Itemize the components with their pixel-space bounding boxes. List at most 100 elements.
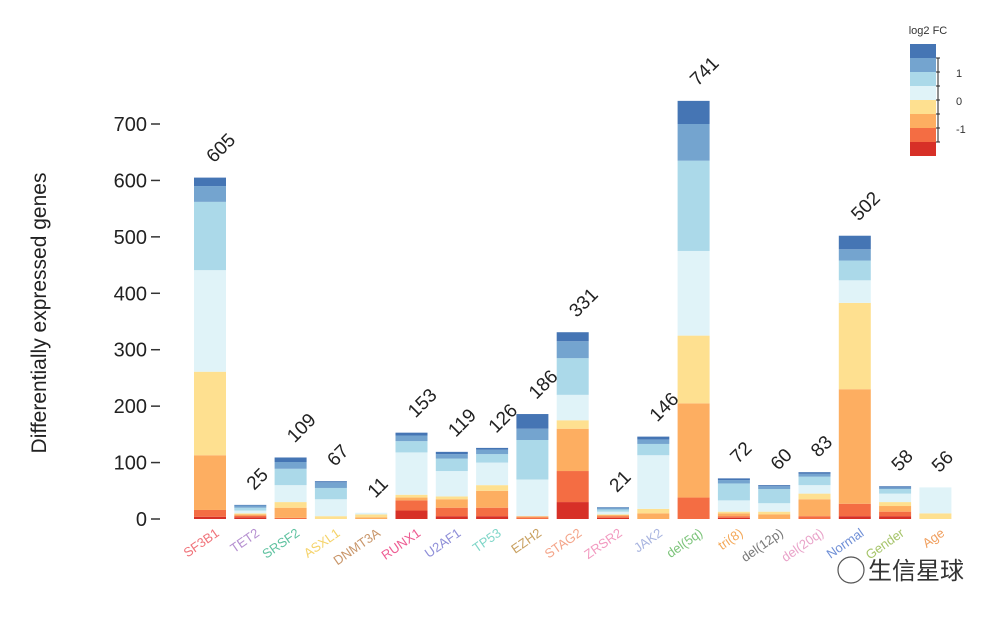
bar-segment-SRSF2-3 — [274, 502, 307, 508]
x-tick-label: JAK2 — [631, 525, 665, 555]
bar-segment-TP53-3 — [476, 485, 509, 491]
bar-segment-ZRSR2-7 — [597, 507, 629, 508]
x-tick-label: Normal — [824, 525, 867, 561]
x-tick-label: Age — [920, 525, 948, 551]
bar-segment-del(12p)-5 — [758, 489, 791, 504]
bar-segment-STAG2-7 — [556, 332, 589, 342]
bar-segment-TP53-0 — [476, 516, 509, 519]
x-tick-label: tri(8) — [715, 525, 745, 553]
bar-segment-Gender-2 — [879, 506, 912, 512]
bar-segment-Gender-1 — [879, 511, 912, 517]
bar-segment-U2AF1-0 — [435, 516, 468, 519]
bar-segment-del(5q)-6 — [677, 124, 710, 161]
bar-segment-ASXL1-4 — [314, 499, 347, 517]
bar-segment-STAG2-2 — [556, 428, 589, 472]
legend-color-swatch — [910, 86, 936, 100]
y-tick-label: 100 — [114, 453, 147, 475]
bar-segment-EZH2-7 — [516, 414, 549, 429]
y-tick-label: 400 — [114, 283, 147, 305]
bar-segment-del(20q)-1 — [798, 516, 831, 519]
legend-color-swatch — [910, 44, 936, 58]
y-tick-label: 700 — [114, 114, 147, 136]
bar-segment-Normal-6 — [838, 249, 871, 261]
bar-segment-Normal-1 — [838, 503, 871, 517]
bar-segment-Gender-3 — [879, 502, 912, 507]
bar-segment-del(5q)-4 — [677, 250, 710, 336]
y-axis-label: Differentially expressed genes — [28, 173, 51, 454]
bar-segment-del(20q)-7 — [798, 472, 831, 474]
total-label: 60 — [767, 445, 797, 475]
total-label: 741 — [686, 53, 723, 90]
bar-segment-SRSF2-1 — [274, 517, 307, 519]
bar-segment-EZH2-2 — [516, 516, 549, 518]
bar-segment-DNMT3A-4 — [355, 512, 388, 515]
bar-segment-TET2-1 — [234, 515, 267, 518]
bar-segment-ZRSR2-2 — [597, 515, 629, 517]
legend-color-swatch — [910, 58, 936, 72]
bar-segment-SF3B1-5 — [194, 201, 226, 271]
watermark-text: 生信星球 — [868, 558, 964, 585]
bar-segment-Normal-5 — [838, 260, 871, 281]
bar-segment-STAG2-1 — [556, 471, 589, 503]
bar-segment-DNMT3A-2 — [355, 517, 388, 519]
bar-segment-RUNX1-4 — [395, 452, 428, 495]
legend: log2 FC 1 0 -1 — [909, 25, 966, 156]
x-tick-label: del(12p) — [738, 525, 786, 565]
bar-segment-ASXL1-7 — [314, 481, 347, 483]
bar-segment-tri(8)-0 — [717, 517, 750, 519]
bar-segment-tri(8)-4 — [717, 500, 750, 512]
total-label: 25 — [243, 465, 273, 495]
bar-segment-TP53-7 — [476, 447, 509, 450]
bar-segment-tri(8)-7 — [717, 478, 750, 481]
bar-segment-Normal-3 — [838, 302, 871, 390]
legend-tick-label: 1 — [956, 68, 962, 80]
bar-segment-del(12p)-3 — [758, 511, 791, 515]
y-tick-label: 600 — [114, 170, 147, 192]
bar-segment-tri(8)-5 — [717, 483, 750, 501]
bar-segment-del(20q)-4 — [798, 485, 831, 494]
bar-segment-TP53-5 — [476, 454, 509, 463]
bar-segment-tri(8)-3 — [717, 511, 750, 514]
bar-segment-SF3B1-6 — [194, 186, 226, 202]
bar-segment-tri(8)-6 — [717, 480, 750, 484]
total-label: 58 — [888, 446, 918, 476]
x-tick-label: SRSF2 — [259, 525, 302, 561]
x-tick-label: EZH2 — [508, 525, 544, 556]
bar-segment-SF3B1-2 — [194, 455, 226, 510]
bar-segment-del(5q)-7 — [677, 100, 710, 124]
bar-segment-EZH2-5 — [516, 440, 549, 480]
bar-segment-U2AF1-4 — [435, 471, 468, 497]
x-tick-label: TP53 — [470, 525, 504, 555]
bar-segment-del(5q)-3 — [677, 335, 710, 404]
bar-segment-del(12p)-6 — [758, 486, 791, 490]
wechat-icon — [837, 556, 865, 584]
bar-segment-STAG2-0 — [556, 502, 589, 519]
bar-segment-del(20q)-2 — [798, 499, 831, 517]
bar-segment-SF3B1-4 — [194, 270, 226, 372]
bar-segment-Normal-2 — [838, 389, 871, 504]
x-tick-label: RUNX1 — [379, 525, 424, 563]
x-tick-label: del(5q) — [664, 525, 706, 560]
bar-segment-SRSF2-6 — [274, 462, 307, 469]
bar-segment-JAK2-7 — [637, 436, 670, 440]
legend-tick-label: 0 — [956, 96, 962, 108]
bar-segment-U2AF1-5 — [435, 458, 468, 472]
legend-color-swatch — [910, 128, 936, 142]
bar-segment-ZRSR2-3 — [597, 514, 629, 516]
bar-segment-ZRSR2-4 — [597, 511, 629, 515]
bar-segment-SRSF2-5 — [274, 468, 307, 486]
bar-segment-Gender-6 — [879, 487, 912, 490]
bar-segment-RUNX1-3 — [395, 494, 428, 498]
x-tick-label: TET2 — [227, 525, 262, 556]
bar-segment-SRSF2-7 — [274, 457, 307, 463]
bar-segment-Gender-5 — [879, 489, 912, 494]
bars — [194, 100, 952, 519]
total-label: 67 — [324, 441, 354, 471]
x-tick-label: U2AF1 — [422, 525, 464, 560]
bar-segment-Normal-0 — [838, 516, 871, 519]
bar-segment-RUNX1-7 — [395, 432, 428, 436]
bar-segment-TP53-2 — [476, 490, 509, 508]
bar-segment-EZH2-1 — [516, 517, 549, 519]
bar-segment-del(5q)-5 — [677, 160, 710, 251]
bar-segment-SRSF2-4 — [274, 485, 307, 503]
